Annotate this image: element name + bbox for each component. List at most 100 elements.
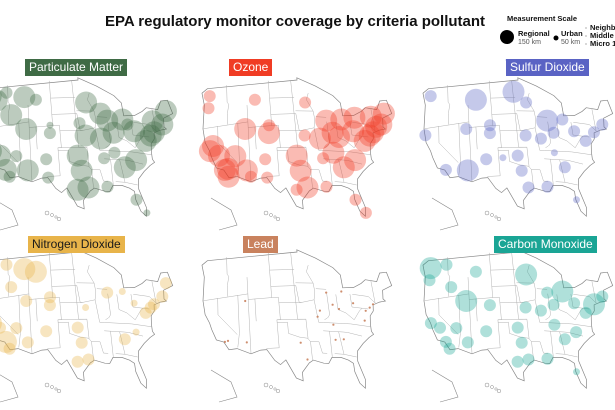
- monitor-point: [460, 123, 473, 135]
- map-panel-nitrogen-dioxide: [0, 249, 174, 403]
- monitor-point: [15, 118, 38, 140]
- monitor-point: [10, 322, 23, 335]
- state-border: [573, 122, 597, 132]
- monitor-point: [483, 299, 496, 312]
- monitor-point: [96, 109, 119, 132]
- state-border: [349, 122, 369, 138]
- state-border: [104, 322, 152, 328]
- state-border: [104, 330, 144, 337]
- monitor-point: [344, 149, 367, 172]
- monitor-point: [455, 290, 478, 312]
- monitor-point: [134, 129, 157, 152]
- monitor-point: [483, 127, 496, 140]
- monitor-point: [556, 113, 569, 126]
- map-panel-lead: [201, 249, 393, 403]
- state-border: [498, 149, 530, 167]
- state-border: [469, 125, 493, 128]
- state-border: [370, 280, 376, 304]
- monitor-point: [515, 336, 528, 349]
- state-border: [343, 182, 357, 186]
- monitor-point: [208, 144, 230, 167]
- state-border: [87, 265, 97, 300]
- state-border: [58, 321, 90, 339]
- state-border: [226, 85, 230, 125]
- monitor-point: [101, 286, 114, 299]
- hawaii-island: [263, 382, 269, 388]
- monitor-point: [224, 145, 247, 168]
- monitor-point: [16, 159, 39, 182]
- state-border: [370, 108, 376, 132]
- monitor-point: [419, 129, 432, 142]
- monitor-point: [558, 333, 571, 346]
- state-border: [126, 308, 144, 321]
- legend-micro: Micro 1: [590, 39, 615, 48]
- state-border: [18, 295, 21, 348]
- state-border: [0, 143, 19, 163]
- monitor-point: [0, 158, 17, 181]
- state-border: [497, 318, 527, 321]
- monitor-point: [82, 304, 90, 311]
- monitor-point: [40, 153, 53, 166]
- hawaii-island: [494, 387, 498, 391]
- monitor-point: [499, 154, 507, 162]
- state-border: [130, 294, 150, 310]
- monitor-point: [445, 281, 458, 294]
- monitor-point: [322, 141, 345, 164]
- state-border: [27, 105, 33, 182]
- panel-label-lead: Lead: [243, 236, 278, 253]
- monitor-point: [113, 156, 136, 179]
- state-border: [511, 79, 534, 189]
- monitor-point: [299, 341, 302, 344]
- monitor-point: [43, 127, 56, 140]
- state-border: [536, 116, 548, 118]
- legend-regional-symbol: [500, 30, 514, 44]
- state-border: [203, 293, 248, 301]
- monitor-point: [248, 93, 261, 106]
- monitor-point: [0, 321, 6, 334]
- state-border: [352, 294, 376, 304]
- monitor-point: [261, 171, 274, 184]
- state-border: [27, 277, 33, 354]
- hawaii-island: [494, 215, 498, 219]
- state-border: [246, 277, 252, 354]
- state-border: [335, 122, 347, 142]
- monitor-point: [536, 109, 559, 132]
- alaska-outline: [431, 197, 459, 231]
- monitor-point: [332, 323, 335, 326]
- monitor-point: [450, 322, 463, 335]
- panel-label-nitrogen-dioxide: Nitrogen Dioxide: [28, 236, 125, 253]
- state-border: [0, 315, 19, 335]
- state-border: [527, 93, 537, 128]
- state-border: [246, 105, 252, 182]
- monitor-point: [363, 319, 366, 322]
- monitor-point: [325, 291, 328, 294]
- monitor-point: [89, 127, 112, 150]
- state-border: [96, 116, 108, 118]
- hawaii-island: [275, 388, 281, 394]
- state-border: [269, 97, 295, 99]
- state-border: [315, 288, 327, 290]
- state-border: [96, 288, 108, 290]
- monitor-point: [469, 265, 482, 278]
- monitor-point: [98, 152, 111, 165]
- monitor-point: [330, 108, 353, 131]
- state-border: [335, 294, 347, 314]
- state-border: [352, 122, 376, 132]
- monitor-point: [424, 317, 437, 330]
- state-border: [467, 105, 473, 182]
- hawaii-island: [54, 387, 58, 391]
- state-border: [248, 125, 272, 128]
- state-border: [570, 294, 590, 310]
- monitor-point: [102, 121, 125, 144]
- monitor-point: [143, 121, 165, 144]
- hawaii-island: [44, 382, 50, 388]
- monitor-point: [573, 196, 580, 204]
- monitor-point: [484, 119, 496, 132]
- state-border: [71, 79, 94, 189]
- monitor-point: [77, 176, 100, 199]
- state-border: [475, 298, 478, 322]
- hawaii-island: [44, 210, 50, 216]
- hawaii-island: [273, 215, 277, 219]
- state-border: [345, 136, 363, 149]
